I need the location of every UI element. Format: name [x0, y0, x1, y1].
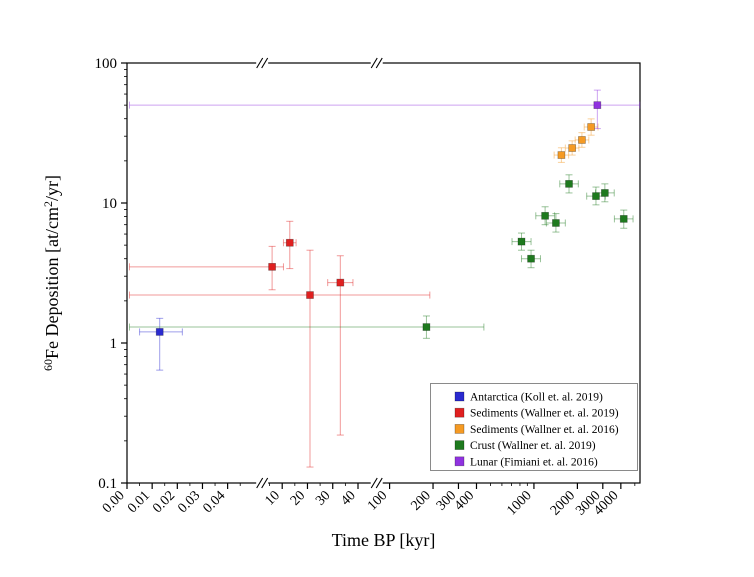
axis-break-slash	[370, 477, 378, 489]
x-tick-label: 0.01	[125, 488, 153, 516]
legend-label: Sediments (Wallner et. al. 2019)	[470, 408, 619, 420]
x-axis: 0.000.010.020.030.04 10 20 30 40 100 200 300400…	[100, 483, 636, 519]
legend-label: Lunar (Fimiani et. al. 2016)	[470, 456, 598, 468]
data-point-marker	[336, 278, 345, 287]
legend-marker	[454, 440, 465, 450]
axis-breaks	[256, 57, 383, 489]
y-axis-title-text: /yr]	[42, 175, 62, 201]
axis-break-slash	[375, 57, 383, 69]
data-point-marker	[578, 136, 586, 144]
x-tick-label: 200	[408, 488, 433, 513]
y-axis-title-superscript: 60	[41, 359, 55, 371]
data-point-marker	[517, 237, 526, 246]
data-point-marker	[593, 101, 602, 109]
data-point-marker	[285, 238, 294, 247]
legend-label: Sediments (Wallner et. al. 2016)	[470, 424, 619, 436]
axis-break-gap	[256, 60, 269, 66]
data-point-marker	[568, 144, 577, 152]
x-tick-label: 10	[263, 488, 284, 509]
x-tick-label: 40	[338, 488, 359, 509]
axis-break-slash	[261, 57, 269, 69]
data-point-marker	[268, 262, 276, 271]
x-tick-label: 20	[288, 488, 309, 509]
data-point-marker	[601, 189, 609, 197]
y-axis-title: 60Fe Deposition [at/cm2/yr]	[41, 175, 62, 371]
y-axis-title-text: Fe Deposition [at/cm	[42, 207, 62, 359]
legend-marker	[454, 456, 465, 467]
legend-label: Crust (Wallner et. al. 2019)	[470, 440, 596, 452]
x-tick-label: 0.04	[201, 488, 229, 516]
x-tick-label: 100	[365, 488, 390, 513]
data-point-marker	[306, 291, 314, 299]
data-point-marker	[619, 215, 628, 223]
x-tick-label: 1000	[504, 488, 534, 518]
axis-break-slash	[256, 477, 264, 489]
y-axis: 0.1 1 10 100	[95, 56, 127, 492]
legend-label: Antarctica (Koll et. al. 2019)	[470, 392, 603, 404]
axis-break-gap	[370, 480, 383, 486]
x-tick-label: 2000	[548, 488, 578, 518]
x-tick-label: 0.03	[175, 488, 203, 516]
y-tick-label: 100	[95, 56, 118, 72]
data-point-marker	[552, 219, 560, 227]
x-tick-label: 400	[452, 488, 477, 513]
data-point-marker	[541, 211, 549, 220]
data-points	[155, 101, 628, 336]
y-tick-label: 1	[110, 336, 118, 352]
x-tick-label: 0.00	[100, 488, 128, 516]
legend-marker	[454, 391, 465, 402]
data-point-marker	[557, 151, 566, 159]
x-axis-title: Time BP [kyr]	[332, 530, 436, 550]
axis-break-gap	[256, 480, 269, 486]
data-point-marker	[565, 180, 573, 188]
axis-break-gap	[370, 60, 383, 66]
axis-break-slash	[256, 57, 264, 69]
y-axis-title-superscript: 2	[41, 201, 55, 207]
data-point-marker	[592, 192, 600, 200]
x-tick-label: 0.02	[150, 488, 178, 516]
axis-break-slash	[261, 477, 269, 489]
data-point-marker	[527, 254, 535, 263]
data-point-marker	[587, 123, 595, 131]
axis-break-slash	[375, 477, 383, 489]
axis-break-slash	[370, 57, 378, 69]
legend-marker	[454, 424, 465, 434]
data-point-marker	[422, 323, 431, 331]
y-tick-label: 10	[102, 196, 117, 212]
x-tick-label: 30	[313, 488, 334, 509]
y-tick-label: 0.1	[98, 476, 117, 492]
data-point-marker	[155, 328, 164, 336]
legend-marker	[454, 407, 465, 418]
legend-box	[430, 383, 638, 471]
